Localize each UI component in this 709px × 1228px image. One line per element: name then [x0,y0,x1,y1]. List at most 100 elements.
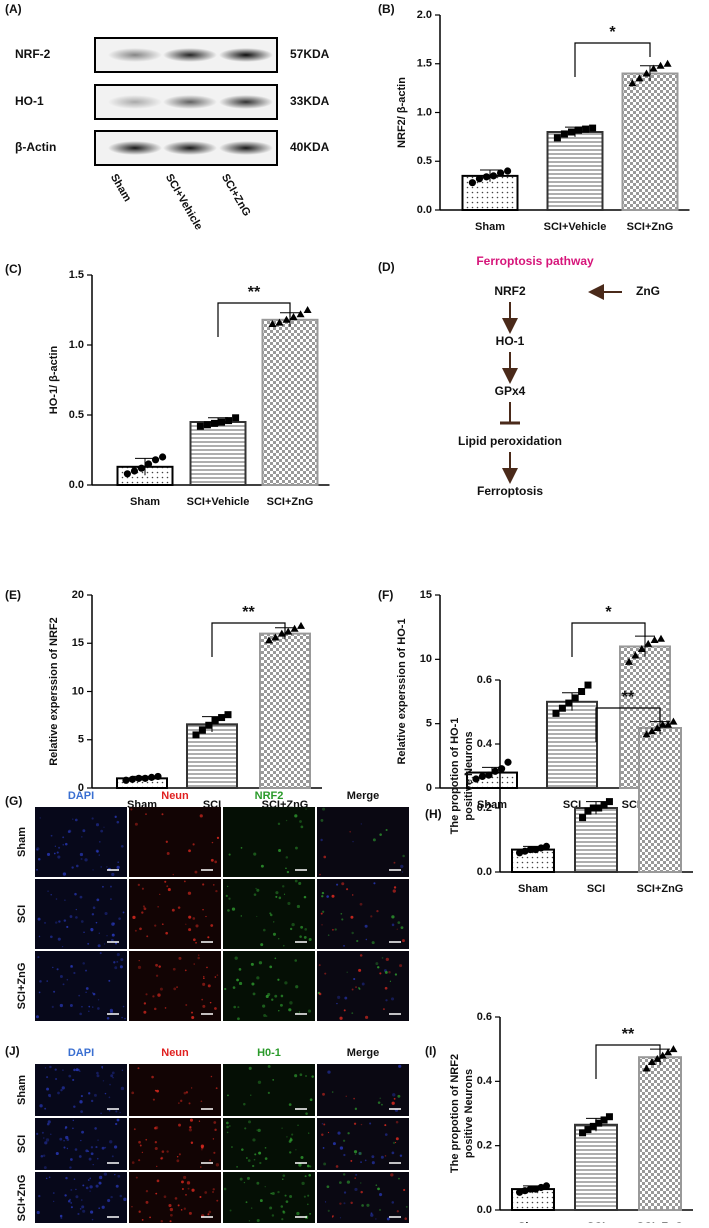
cell-signal [271,1192,275,1195]
cell-signal [215,1087,218,1090]
cell-signal [256,1181,260,1185]
data-point [148,773,156,781]
pathway-node: GPx4 [495,384,526,398]
cell-signal [199,814,203,818]
cell-signal [255,887,257,890]
cell-signal [198,1120,201,1122]
cell-signal [269,965,273,969]
blot-band [219,48,273,62]
cell-signal [322,1147,325,1149]
cell-signal [82,829,86,833]
cell-signal [248,1220,251,1222]
cell-signal [115,1110,118,1113]
cell-signal [236,978,239,982]
cell-signal [226,1121,229,1125]
cell-signal [143,1002,147,1005]
cell-signal [336,1002,338,1005]
cell-signal [101,1066,104,1068]
cell-signal [138,1159,141,1162]
cell-signal [178,1102,180,1104]
cell-signal [156,1089,159,1093]
cell-signal [343,1009,346,1012]
cell-signal [166,885,169,888]
y-label-line: positive Neurons [463,1069,475,1158]
cell-signal [395,1120,399,1124]
data-point [192,731,200,739]
data-point [496,169,505,177]
cell-signal [183,1207,187,1210]
cell-signal [87,942,90,945]
cell-signal [385,828,388,832]
cell-signal [305,1112,308,1115]
cell-signal [39,1104,43,1108]
cell-signal [232,986,236,989]
size-label: 33KDA [290,94,330,108]
cell-signal [300,825,304,829]
cell-signal [339,1217,342,1219]
cell-signal [296,904,301,909]
cell-signal [189,1126,192,1129]
cell-signal [320,838,323,842]
cell-signal [169,1207,174,1212]
cell-signal [60,1089,63,1092]
y-label-line: The propotion of HO-1 [449,718,461,835]
cell-signal [180,1099,183,1103]
cell-signal [282,1210,285,1213]
cell-signal [166,852,170,855]
cell-signal [214,976,217,978]
cell-signal [224,987,227,991]
cell-signal [353,1122,357,1125]
cell-signal [87,1179,90,1181]
cell-signal [285,867,287,870]
cell-signal [371,1161,375,1165]
cell-signal [214,1007,217,1010]
cell-signal [280,1205,284,1208]
cell-signal [82,1209,86,1213]
y-tick-label: 1.0 [417,106,432,118]
data-point [198,726,206,734]
cell-signal [116,1118,120,1122]
cell-signal [267,1091,270,1094]
y-tick-label: 0.4 [477,738,493,750]
cell-signal [78,1155,82,1158]
cell-signal [75,864,79,868]
cell-signal [142,905,146,908]
cell-signal [340,912,343,915]
cell-signal [54,921,58,924]
cell-signal [137,883,141,887]
cell-signal [343,1202,346,1205]
cell-signal [120,958,124,962]
cell-signal [350,1201,353,1205]
row-label: SCI+ZnG [16,963,28,1010]
y-tick-label: 0.5 [69,409,84,421]
cell-signal [256,888,260,892]
cell-signal [71,866,74,869]
cell-signal [117,861,119,864]
cell-signal [401,871,404,873]
cell-signal [381,957,384,959]
data-point [128,775,136,783]
cell-signal [274,994,278,998]
cell-signal [97,999,100,1001]
data-point [159,453,167,461]
cell-signal [67,830,71,834]
column-header: DAPI [68,790,94,802]
cell-signal [64,899,66,901]
cell-signal [281,1218,284,1221]
cell-signal [44,1067,47,1069]
cell-signal [88,1010,90,1012]
micrograph [223,951,315,1021]
cell-signal [64,1194,67,1197]
data-point [584,807,592,815]
cell-signal [346,971,348,973]
y-label-line: NRF2/ β-actin [396,77,408,148]
cell-signal [117,1174,121,1178]
data-point [579,1129,587,1137]
cell-signal [44,1141,48,1145]
cell-signal [205,915,207,918]
cell-signal [298,1011,301,1013]
cell-signal [77,1212,80,1216]
cell-signal [233,1005,237,1009]
cell-signal [164,1007,167,1009]
data-point [135,774,143,782]
